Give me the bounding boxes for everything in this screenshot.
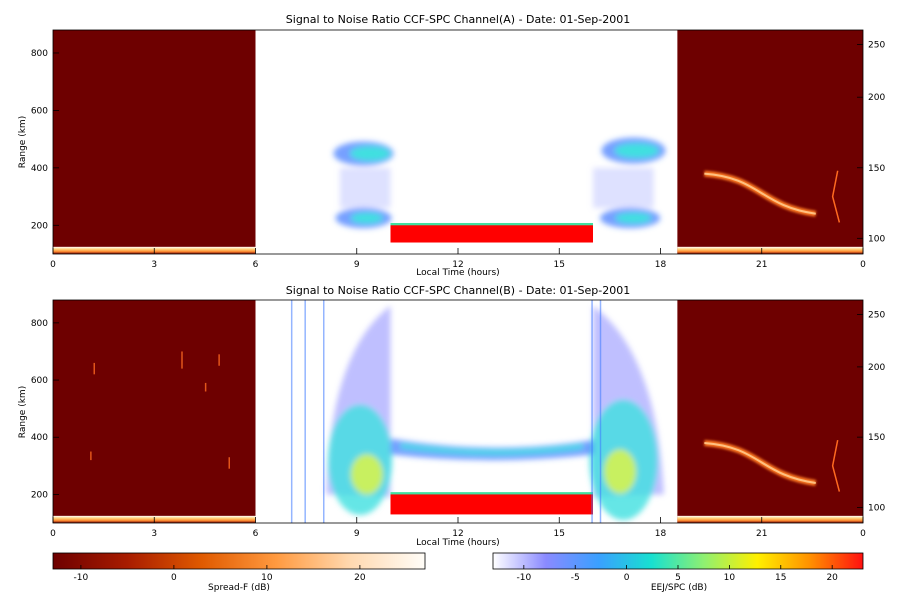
x-tick-label: 21 — [756, 529, 767, 539]
y-tick-label: 400 — [31, 433, 48, 443]
panel-channel-b: Signal to Noise Ratio CCF-SPC Channel(B)… — [18, 284, 885, 548]
echo-streak — [599, 300, 602, 523]
colorbar-tick-label: 5 — [675, 573, 681, 583]
y2-tick-label: 100 — [868, 503, 885, 513]
echo-streak — [304, 300, 306, 523]
panel-a-title: Signal to Noise Ratio CCF-SPC Channel(A)… — [286, 13, 630, 26]
y2-tick-label: 100 — [868, 234, 885, 244]
eej-band — [390, 494, 593, 515]
colorbar-tick-label: 0 — [171, 573, 177, 583]
colorbar-tick-label: -10 — [516, 573, 531, 583]
noise-speckle — [218, 354, 220, 366]
night-block — [53, 30, 256, 254]
noise-speckle — [204, 382, 207, 392]
colorbar-spread-f: Spread-F (dB) -10 0 10 20 — [52, 552, 426, 593]
y2-tick-label: 200 — [868, 93, 885, 103]
night-block — [53, 300, 256, 523]
bottom-echo-layer — [677, 515, 863, 523]
noise-speckle — [228, 457, 230, 469]
panel-b-xlabel: Local Time (hours) — [416, 538, 499, 548]
colorbar-spread-f-label: Spread-F (dB) — [208, 583, 270, 593]
eej-band-edge — [390, 222, 593, 227]
panel-b-ylabel: Range (km) — [18, 386, 28, 438]
daytime-echo-region — [333, 137, 666, 229]
colorbar-tick-label: -10 — [74, 573, 89, 583]
x-tick-label: 0 — [50, 529, 56, 539]
x-tick-label: 6 — [253, 529, 259, 539]
x-tick-label: 15 — [554, 529, 565, 539]
noise-speckle — [93, 362, 95, 375]
x-tick-label: 3 — [151, 529, 157, 539]
colorbar-tick-label: 10 — [261, 573, 273, 583]
colorbar-tick-label: 20 — [826, 573, 838, 583]
spread-f-plume — [831, 170, 841, 223]
panel-b-title: Signal to Noise Ratio CCF-SPC Channel(B)… — [286, 284, 630, 297]
y2-tick-label: 150 — [868, 433, 885, 443]
y-tick-label: 200 — [31, 490, 48, 500]
panel-a-ylabel: Range (km) — [18, 116, 28, 168]
echo-streak — [591, 300, 593, 523]
x-tick-label: 12 — [452, 529, 463, 539]
echo-band-150km — [390, 438, 593, 461]
eej-band-edge — [390, 492, 593, 497]
daytime-echo-region — [326, 305, 664, 521]
bottom-echo-layer — [677, 246, 863, 254]
x-tick-label: 15 — [554, 260, 565, 270]
y2-tick-label: 250 — [868, 41, 885, 51]
x-tick-label: 6 — [253, 260, 259, 270]
echo-streak — [323, 300, 325, 523]
x-tick-label: 3 — [151, 260, 157, 270]
y-tick-label: 800 — [31, 49, 48, 59]
colorbar-eej-spc-label: EEJ/SPC (dB) — [651, 583, 707, 593]
echo-streak — [290, 300, 293, 523]
colorbar-tick-label: 20 — [354, 573, 366, 583]
colorbar-bar — [52, 552, 426, 570]
spread-f-trace-core — [704, 172, 816, 215]
x-tick-label: 18 — [655, 260, 667, 270]
y2-tick-label: 150 — [868, 164, 885, 174]
night-block — [677, 30, 863, 254]
spread-f-trace-core — [704, 441, 816, 484]
y2-tick-label: 250 — [868, 310, 885, 320]
night-block — [677, 300, 863, 523]
noise-speckle — [90, 451, 92, 461]
y2-tick-label: 200 — [868, 363, 885, 373]
x-tick-label: 18 — [655, 529, 667, 539]
x-tick-label: 0 — [860, 529, 866, 539]
colorbar-eej-spc: EEJ/SPC (dB) -10 -5 0 5 10 15 20 — [492, 552, 864, 593]
colorbar-tick-label: 0 — [624, 573, 630, 583]
y-tick-label: 200 — [31, 221, 48, 231]
eej-band — [390, 225, 593, 243]
noise-speckle — [181, 351, 183, 369]
colorbar-tick-label: 10 — [724, 573, 736, 583]
colorbar-tick-label: -5 — [571, 573, 580, 583]
y-tick-label: 800 — [31, 319, 48, 329]
x-tick-label: 0 — [50, 260, 56, 270]
y-tick-label: 600 — [31, 376, 48, 386]
y-tick-label: 400 — [31, 164, 48, 174]
x-tick-label: 0 — [860, 260, 866, 270]
panel-channel-a: Signal to Noise Ratio CCF-SPC Channel(A)… — [18, 13, 885, 278]
y-tick-label: 600 — [31, 106, 48, 116]
x-tick-label: 12 — [452, 260, 463, 270]
panel-a-xlabel: Local Time (hours) — [416, 268, 499, 278]
x-tick-label: 21 — [756, 260, 767, 270]
x-tick-label: 9 — [354, 529, 360, 539]
x-tick-label: 9 — [354, 260, 360, 270]
colorbar-tick-label: 15 — [775, 573, 786, 583]
spread-f-plume — [831, 439, 841, 492]
